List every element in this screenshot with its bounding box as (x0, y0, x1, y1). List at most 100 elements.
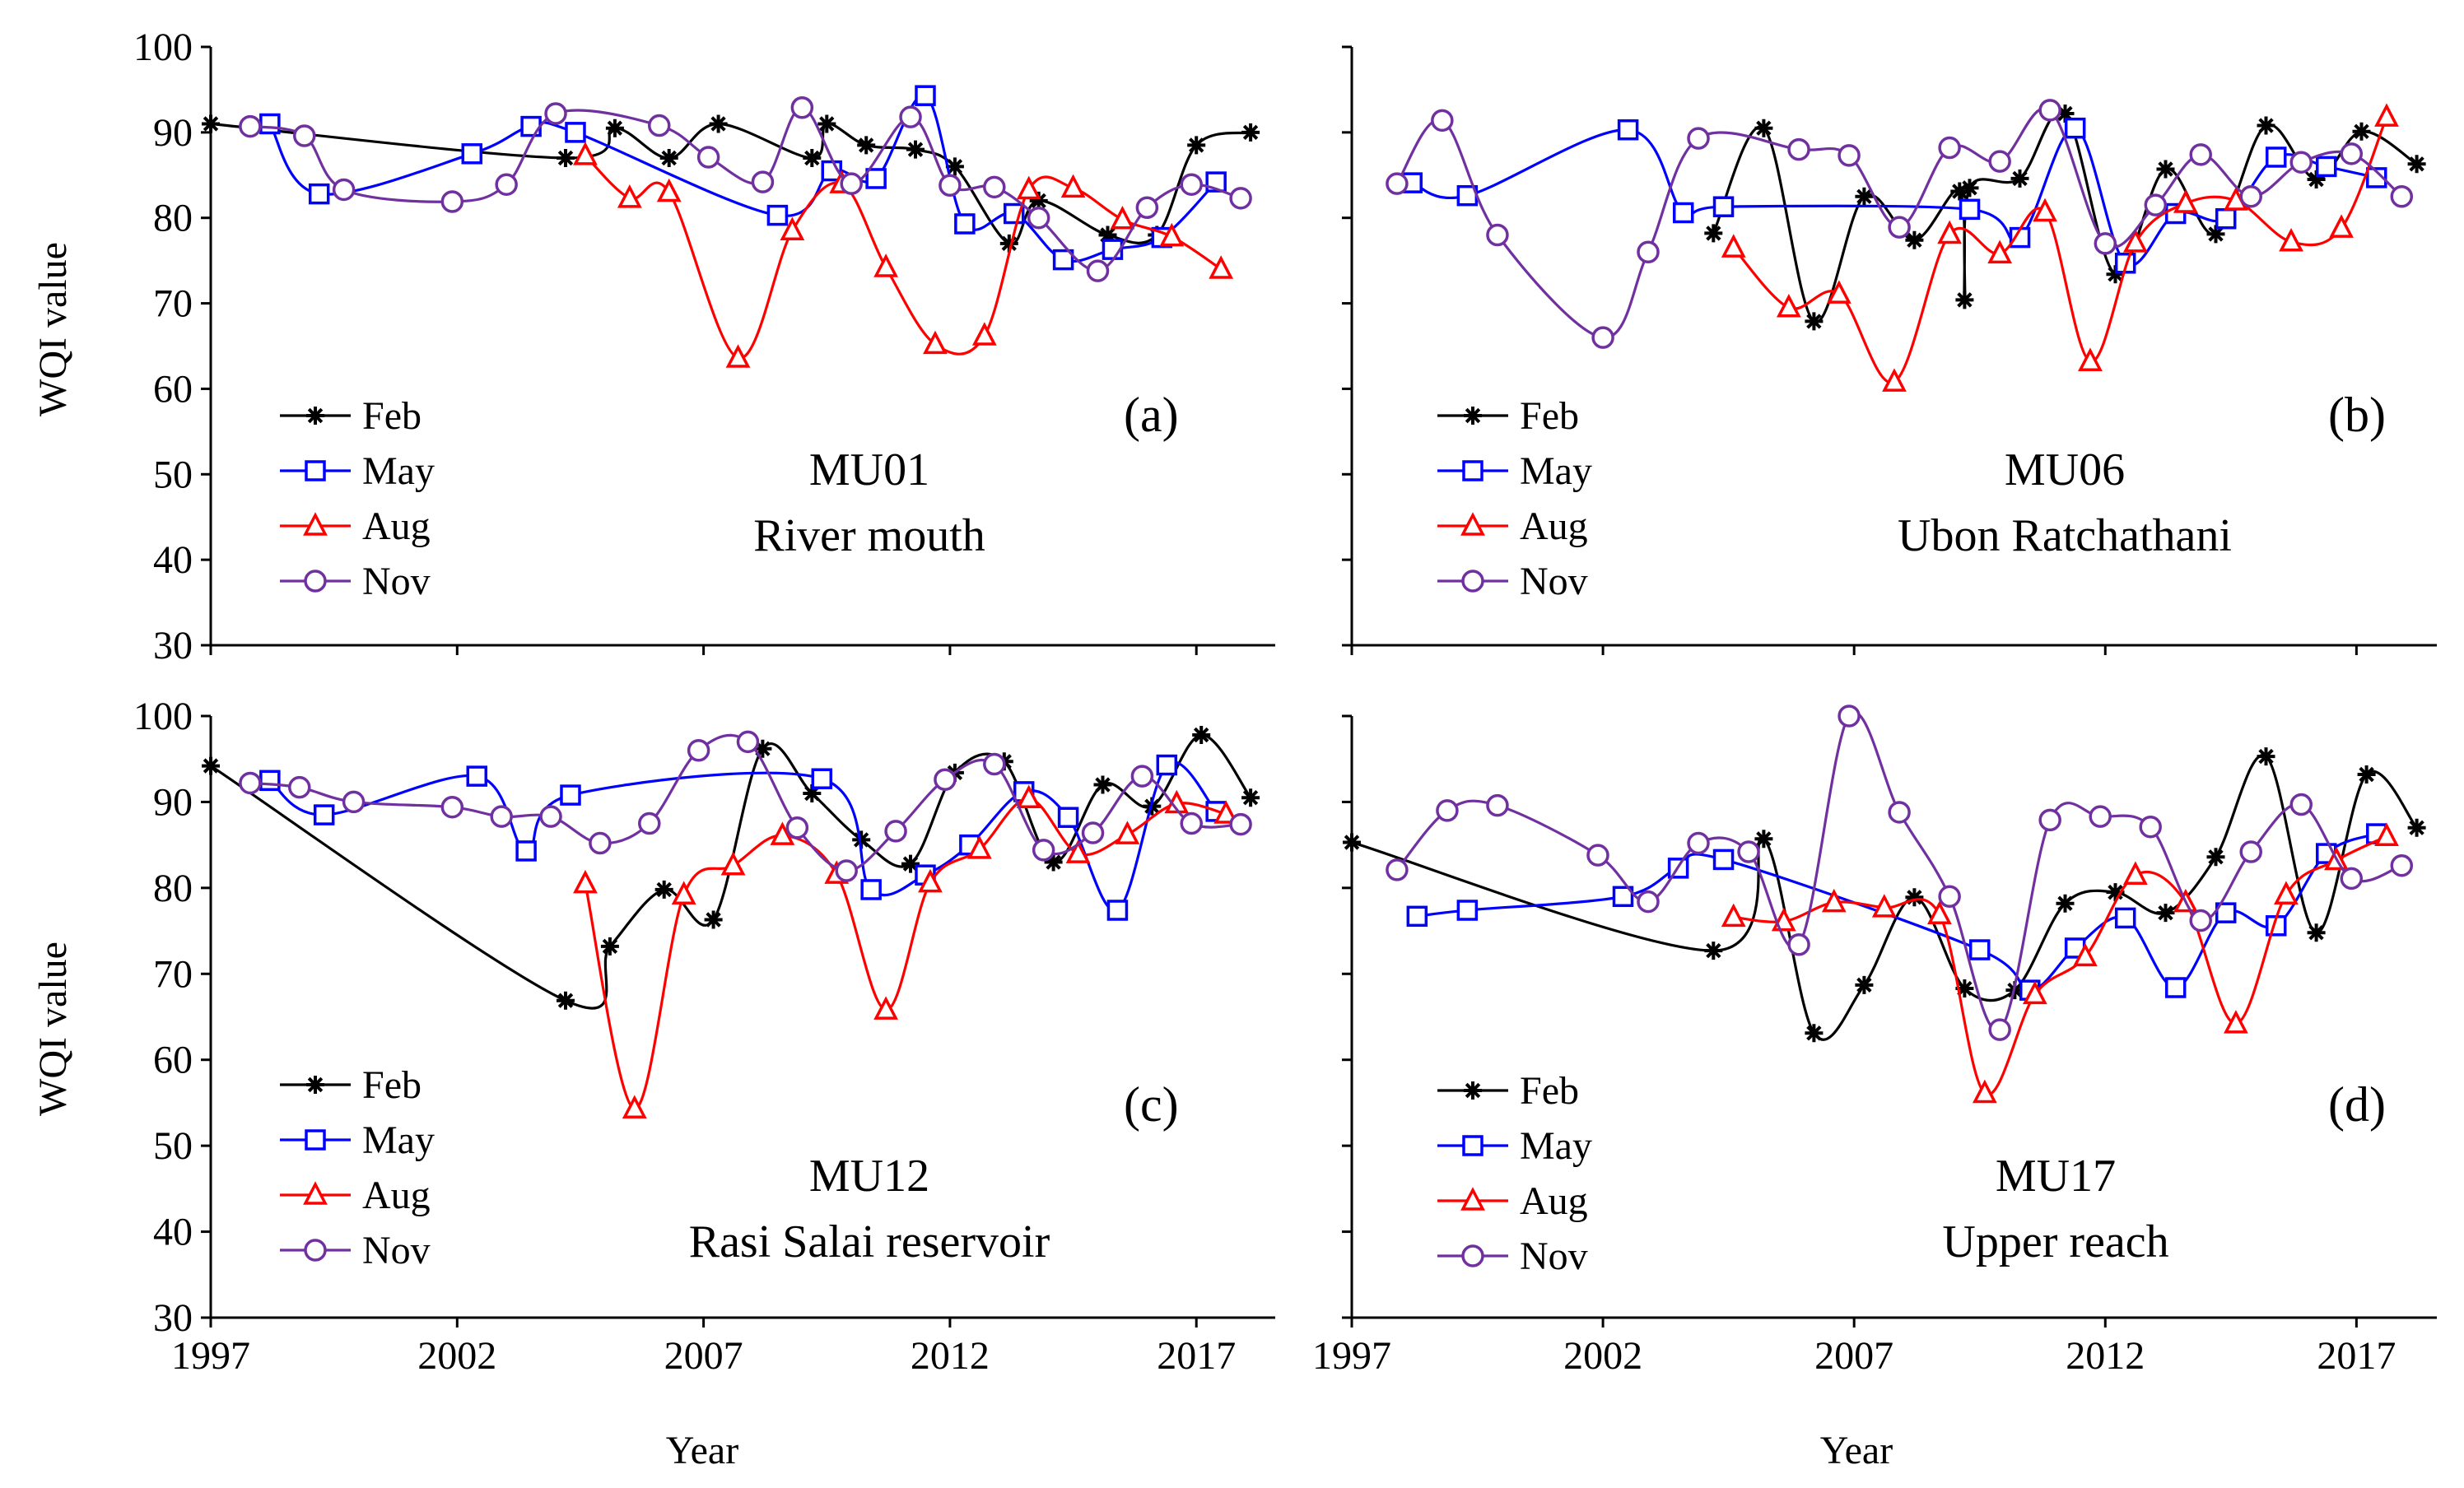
y-tick-label: 30 (153, 1296, 193, 1340)
y-tick-label: 50 (153, 1124, 193, 1168)
x-tick-label: 2017 (2317, 1334, 2396, 1378)
data-point-aug (1110, 206, 1135, 230)
plot-area-d: 1997 2002 2007 2012 2017 Feb May Aug Nov (1312, 704, 2437, 1378)
data-point-nov (1787, 137, 1810, 161)
y-axis-title-a: WQI value (31, 242, 75, 416)
legend-item-may: May (1437, 1124, 1592, 1168)
data-point-nov (934, 768, 957, 792)
legend-label-may: May (362, 1118, 435, 1162)
data-point-nov (1135, 196, 1159, 220)
data-point-nov (751, 170, 775, 193)
data-point-nov (2089, 805, 2112, 828)
data-point-feb (2056, 105, 2075, 123)
data-point-aug (1721, 903, 1746, 928)
legend-d: Feb May Aug Nov (1437, 1069, 1592, 1278)
data-point-may (1612, 886, 1634, 908)
data-point-nov (2340, 867, 2364, 890)
x-axis-title-c: Year (666, 1429, 738, 1472)
data-point-aug (617, 184, 642, 208)
data-point-aug (2173, 189, 2198, 213)
data-point-aug (573, 142, 598, 165)
legend-marker-nov (304, 570, 327, 593)
data-point-feb (1241, 788, 1260, 807)
data-point-nov (1888, 216, 1911, 239)
data-point-nov (1180, 173, 1203, 196)
data-point-aug (2374, 822, 2399, 846)
data-point-feb (605, 119, 624, 137)
y-tick-label: 80 (153, 197, 193, 240)
data-point-nov (2340, 142, 2364, 165)
series-aug (1721, 103, 2399, 392)
data-point-nov (495, 173, 518, 196)
y-tick-label: 80 (153, 867, 193, 910)
panel-d: 1997 2002 2007 2012 2017 Feb May Aug Nov (d) MU1… (1312, 704, 2437, 1472)
data-point-may (1106, 900, 1129, 921)
data-point-nov (292, 124, 316, 147)
panel-letter-b: (b) (2328, 388, 2386, 442)
data-point-aug (2279, 228, 2303, 252)
data-point-nov (239, 114, 262, 138)
data-point-may (2215, 208, 2237, 230)
legend-item-feb: Feb (280, 394, 422, 438)
data-point-feb (2257, 747, 2275, 766)
legend-item-aug: Aug (280, 1174, 431, 1217)
data-point-may (1406, 905, 1428, 928)
series-nov (1386, 99, 2414, 349)
y-tick-label: 30 (153, 624, 193, 667)
data-point-feb (2407, 155, 2426, 174)
data-point-nov (2390, 853, 2414, 877)
y-tick-label: 60 (153, 1039, 193, 1082)
data-point-nov (647, 114, 671, 137)
y-axis-title-c: WQI value (31, 942, 75, 1116)
x-axis-title-d: Year (1820, 1429, 1893, 1472)
data-point-nov (1386, 172, 1409, 195)
data-point-nov (440, 190, 464, 213)
data-point-nov (2239, 185, 2262, 208)
legend-label-feb: Feb (1520, 1069, 1579, 1113)
legend-marker-feb (1464, 407, 1482, 425)
data-point-feb (1098, 226, 1117, 244)
data-point-nov (899, 105, 922, 128)
data-point-feb (1960, 179, 1979, 198)
data-point-may (308, 183, 330, 205)
data-point-feb (1343, 833, 1361, 852)
data-point-aug (1016, 175, 1041, 200)
data-point-may (865, 168, 887, 189)
data-point-nov (1988, 150, 2011, 173)
data-point-nov (1086, 259, 1110, 282)
data-point-may (1672, 202, 1694, 224)
data-point-feb (2156, 904, 2175, 923)
data-point-may (1052, 249, 1074, 271)
data-point-nov (2189, 909, 2212, 932)
data-point-aug (1937, 220, 1963, 244)
legend-item-aug: Aug (1437, 1179, 1588, 1223)
data-point-aug (2033, 198, 2057, 222)
site-location-d: Upper reach (1942, 1216, 2168, 1267)
data-point-may (520, 115, 542, 137)
data-point-nov (983, 752, 1006, 776)
legend-label-feb: Feb (1520, 394, 1579, 438)
data-point-may (2215, 902, 2237, 923)
plot-area-b: Feb May Aug Nov (1342, 45, 2437, 655)
data-point-may (915, 85, 936, 106)
data-point-feb (557, 991, 575, 1010)
series-feb (1704, 105, 2426, 331)
legend-item-aug: Aug (280, 505, 431, 548)
data-point-aug (2123, 861, 2148, 885)
data-point-aug (918, 868, 943, 893)
x-tick-label: 2007 (1814, 1334, 1893, 1378)
data-point-nov (1081, 821, 1105, 844)
data-point-nov (790, 95, 814, 119)
data-point-nov (1888, 801, 1911, 824)
data-point-feb (1192, 726, 1211, 744)
data-point-aug (2224, 1010, 2248, 1034)
data-point-may (515, 840, 537, 862)
data-point-nov (589, 831, 612, 855)
legend-label-may: May (1520, 1124, 1592, 1168)
data-point-nov (1737, 840, 1760, 863)
legend-marker-nov (304, 1239, 327, 1262)
y-tick-label: 50 (153, 453, 193, 496)
series-nov (1386, 704, 2414, 1041)
data-point-nov (2239, 840, 2262, 863)
